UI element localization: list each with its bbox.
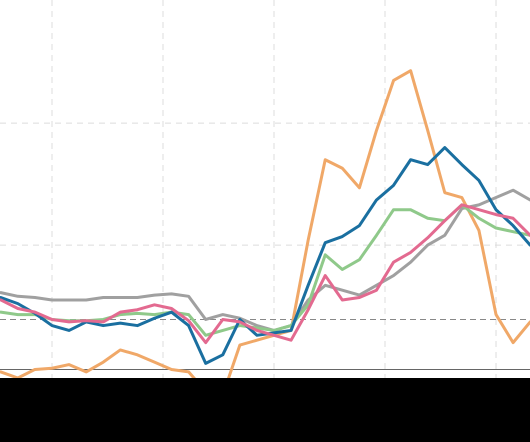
- series-line: [0, 203, 530, 345]
- series-line: [0, 188, 530, 332]
- series-line: [0, 146, 530, 365]
- plot-area: [0, 69, 530, 378]
- footer-bar: [0, 378, 530, 442]
- series-line: [0, 69, 530, 378]
